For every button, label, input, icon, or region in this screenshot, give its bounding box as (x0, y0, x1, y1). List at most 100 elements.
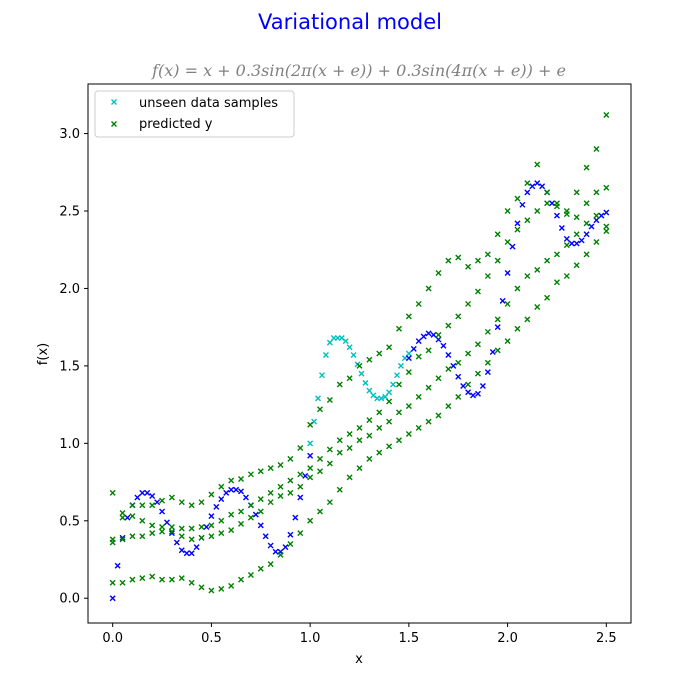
point-predicted (435, 331, 442, 338)
plot-area (88, 84, 631, 623)
point-predicted (317, 468, 324, 475)
point-predicted (326, 396, 333, 403)
point-predicted (356, 424, 363, 431)
point-training (563, 235, 570, 242)
point-training (603, 209, 610, 216)
point-unseen (358, 370, 365, 377)
point-training (302, 472, 309, 479)
point-predicted (277, 483, 284, 490)
point-training (252, 511, 259, 518)
point-predicted (149, 502, 156, 509)
point-predicted (168, 523, 175, 530)
point-predicted (583, 200, 590, 207)
point-predicted (139, 502, 146, 509)
point-predicted (405, 431, 412, 438)
point-predicted (494, 316, 501, 323)
point-predicted (494, 231, 501, 238)
point-predicted (583, 220, 590, 227)
point-training (168, 530, 175, 537)
point-predicted (198, 523, 205, 530)
point-predicted (238, 520, 245, 527)
point-predicted (228, 477, 235, 484)
point-predicted (465, 350, 472, 357)
point-predicted (149, 573, 156, 580)
point-predicted (395, 437, 402, 444)
point-predicted (267, 465, 274, 472)
point-predicted (208, 587, 215, 594)
point-predicted (376, 449, 383, 456)
point-predicted (247, 471, 254, 478)
point-predicted (257, 468, 264, 475)
point-predicted (336, 486, 343, 493)
point-training (435, 336, 442, 343)
point-predicted (159, 528, 166, 535)
legend-marker-predicted (111, 121, 117, 127)
point-predicted (297, 444, 304, 451)
y-tick-label: 2.0 (59, 282, 80, 297)
point-training (420, 333, 427, 340)
point-predicted (524, 316, 531, 323)
point-predicted (139, 575, 146, 582)
x-axis: 0.0 0.5 1.0 1.5 2.0 2.5 (102, 623, 617, 646)
point-predicted (573, 189, 580, 196)
point-training (549, 200, 556, 207)
point-predicted (208, 522, 215, 529)
point-predicted (534, 208, 541, 215)
point-predicted (346, 444, 353, 451)
point-predicted (149, 522, 156, 529)
point-predicted (159, 576, 166, 583)
point-predicted (425, 285, 432, 292)
point-training (593, 217, 600, 224)
point-predicted (474, 257, 481, 264)
point-predicted (188, 525, 195, 532)
point-predicted (356, 362, 363, 369)
point-predicted (583, 164, 590, 171)
point-predicted (514, 285, 521, 292)
point-unseen (390, 381, 397, 388)
point-training (460, 383, 467, 390)
x-tick-label: 2.0 (497, 631, 518, 646)
point-predicted (435, 375, 442, 382)
point-unseen (307, 440, 314, 447)
point-predicted (484, 273, 491, 280)
legend-marker-x-predicted (111, 121, 117, 127)
point-predicted (346, 375, 353, 382)
figure-suptitle: Variational model (258, 10, 442, 34)
point-predicted (455, 359, 462, 366)
point-predicted (119, 579, 126, 586)
point-predicted (129, 502, 136, 509)
legend-label-unseen: unseen data samples (139, 96, 278, 111)
point-training (267, 542, 274, 549)
plot-frame (87, 83, 632, 624)
point-predicted (168, 576, 175, 583)
point-predicted (198, 534, 205, 541)
point-predicted (139, 517, 146, 524)
x-tick-label: 0.5 (201, 631, 222, 646)
point-training (203, 523, 210, 530)
point-training (598, 212, 605, 219)
point-training (193, 544, 200, 551)
point-predicted (593, 212, 600, 219)
point-predicted (425, 384, 432, 391)
point-training (410, 345, 417, 352)
legend: unseen data samples predicted y (94, 90, 295, 138)
point-training (119, 534, 126, 541)
point-training (149, 492, 156, 499)
point-predicted (307, 474, 314, 481)
point-predicted (198, 584, 205, 591)
point-predicted (395, 325, 402, 332)
point-predicted (307, 517, 314, 524)
y-axis: 0.0 0.5 1.0 1.5 2.0 2.5 3.0 (59, 127, 88, 607)
point-predicted (386, 443, 393, 450)
y-tick-label: 0.0 (59, 592, 80, 607)
point-predicted (405, 313, 412, 320)
point-predicted (326, 460, 333, 467)
point-predicted (583, 251, 590, 258)
point-predicted (386, 344, 393, 351)
point-predicted (524, 217, 531, 224)
point-predicted (129, 533, 136, 540)
point-predicted (504, 338, 511, 345)
legend-box (94, 90, 295, 138)
point-predicted (218, 585, 225, 592)
point-unseen (397, 362, 404, 369)
